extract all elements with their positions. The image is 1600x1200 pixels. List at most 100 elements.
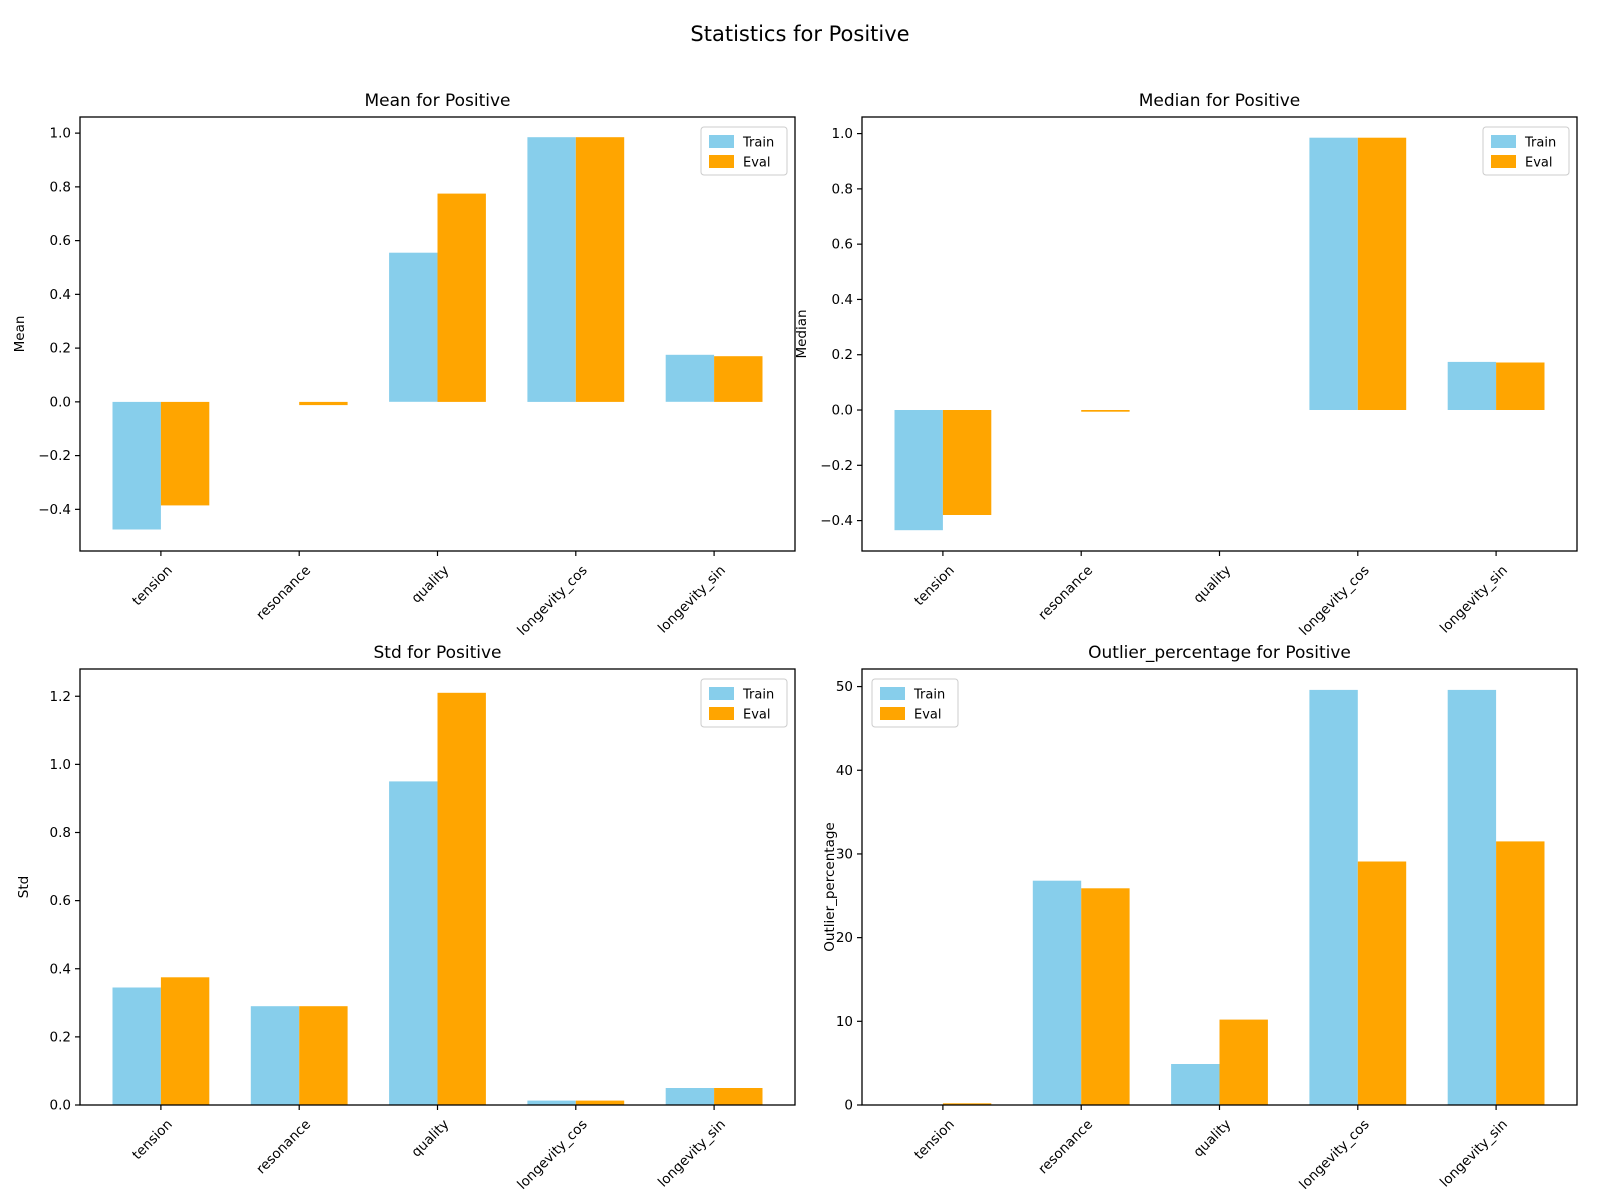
y-tick-label: 0.8 (832, 181, 853, 197)
y-tick-label: 0.0 (50, 1098, 71, 1114)
x-tick-label-tension: tension (911, 1117, 958, 1164)
x-axis-std: tension resonance quality longevity_cos long… (129, 1105, 729, 1193)
bar-median-train-longevity_sin (1447, 361, 1497, 410)
y-tick-label: 0.4 (832, 292, 853, 308)
bar-median-train-tension (894, 410, 943, 531)
y-tick-label: 10 (836, 1014, 853, 1030)
x-tick-label-quality: quality (408, 1117, 452, 1161)
x-tick-label-longevity_sin: longevity_sin (655, 1117, 729, 1191)
bar-outlier_percentage-eval-resonance (1081, 888, 1130, 1105)
bar-mean-eval-longevity_cos (575, 137, 625, 402)
x-tick-label-longevity_cos: longevity_cos (1296, 1117, 1372, 1193)
y-tick-label: 0.0 (50, 394, 71, 410)
bar-std-eval-longevity_sin (714, 1088, 763, 1105)
y-tick-label: 0.2 (832, 347, 853, 363)
bar-mean-train-longevity_cos (527, 137, 576, 402)
legend-outlier_percentage: Train Eval (871, 678, 959, 728)
y-axis-label-outlier_percentage: Outlier_percentage (822, 822, 838, 951)
y-axis-std: 0.0 0.2 0.4 0.6 0.8 1.0 1.2 (50, 689, 80, 1114)
y-tick-label: 1.0 (832, 126, 853, 142)
legend-label-train: Train (742, 136, 774, 151)
y-tick-label: 1.0 (50, 757, 71, 773)
y-axis-median: −0.4 −0.2 0.0 0.2 0.4 0.6 0.8 1.0 (820, 126, 862, 529)
legend-label-eval: Eval (743, 156, 771, 171)
y-tick-label: 0.4 (50, 961, 71, 977)
subplot-std: 0.0 0.2 0.4 0.6 0.8 1.0 1.2 tension resonance qua… (16, 643, 796, 1193)
bar-median-eval-resonance (1081, 410, 1130, 412)
y-tick-label: 1.0 (50, 126, 71, 142)
x-axis-outlier_percentage: tension resonance quality longevity_cos long… (911, 1105, 1511, 1193)
bar-std-eval-tension (160, 977, 210, 1105)
x-tick-label-tension: tension (129, 563, 176, 610)
y-tick-label: 0.6 (50, 893, 71, 909)
bar-median-train-longevity_cos (1309, 137, 1358, 410)
y-axis-label-std: Std (16, 876, 32, 898)
subplot-title-outlier_percentage: Outlier_percentage for Positive (1088, 643, 1351, 663)
x-axis-median: tension resonance quality longevity_cos long… (911, 551, 1511, 639)
y-tick-label: −0.2 (38, 448, 71, 464)
bar-mean-train-quality (389, 252, 438, 402)
subplot-title-std: Std for Positive (374, 643, 502, 663)
x-tick-label-longevity_sin: longevity_sin (1437, 563, 1511, 637)
bar-mean-eval-longevity_sin (714, 356, 763, 402)
x-tick-label-longevity_sin: longevity_sin (1437, 1117, 1511, 1191)
y-tick-label: 0.8 (50, 825, 71, 841)
y-axis-label-mean: Mean (12, 316, 28, 353)
legend-median: Train Eval (1482, 126, 1570, 176)
y-tick-label: −0.4 (38, 502, 71, 518)
bar-outlier_percentage-eval-quality (1219, 1019, 1268, 1105)
bar-outlier_percentage-train-longevity_sin (1447, 689, 1497, 1105)
legend-swatch-eval (709, 707, 734, 720)
bar-std-train-quality (389, 781, 438, 1105)
y-tick-label: 50 (836, 679, 853, 695)
bar-outlier_percentage-train-longevity_cos (1309, 689, 1358, 1105)
x-tick-label-quality: quality (1190, 1117, 1234, 1161)
bar-std-train-resonance (250, 1006, 300, 1105)
bar-std-eval-quality (437, 692, 486, 1105)
bar-mean-train-tension (112, 401, 161, 530)
y-tick-label: −0.2 (820, 458, 853, 474)
y-tick-label: 0.2 (50, 1029, 71, 1045)
x-tick-label-quality: quality (1190, 563, 1234, 607)
bar-outlier_percentage-eval-longevity_cos (1357, 861, 1407, 1105)
y-tick-label: −0.4 (820, 513, 853, 529)
x-tick-label-longevity_cos: longevity_cos (514, 1117, 590, 1193)
subplot-title-median: Median for Positive (1139, 91, 1301, 111)
legend-label-eval: Eval (914, 708, 942, 723)
y-tick-label: 0.2 (50, 341, 71, 357)
y-tick-label: 0.6 (832, 237, 853, 253)
x-tick-label-longevity_sin: longevity_sin (655, 563, 729, 637)
bar-outlier_percentage-eval-longevity_sin (1496, 841, 1545, 1105)
y-tick-label: 0.6 (50, 233, 71, 249)
legend-label-train: Train (1524, 136, 1556, 151)
y-tick-label: 1.2 (50, 689, 71, 705)
x-tick-label-resonance: resonance (253, 1117, 314, 1178)
y-axis-mean: −0.4 −0.2 0.0 0.2 0.4 0.6 0.8 1.0 (38, 126, 80, 518)
y-axis-outlier_percentage: 0 10 20 30 40 50 (836, 679, 862, 1114)
legend-std: Train Eval (700, 678, 788, 728)
bar-median-eval-longevity_sin (1496, 362, 1545, 410)
legend-label-eval: Eval (743, 708, 771, 723)
bar-median-eval-longevity_cos (1357, 137, 1407, 410)
x-tick-label-resonance: resonance (253, 563, 314, 624)
x-tick-label-quality: quality (408, 563, 452, 607)
legend-swatch-train (1491, 135, 1516, 148)
y-tick-label: 40 (836, 763, 853, 779)
y-tick-label: 0.8 (50, 179, 71, 195)
legend-label-train: Train (742, 688, 774, 703)
x-tick-label-resonance: resonance (1035, 1117, 1096, 1178)
legend-swatch-train (880, 687, 905, 700)
bar-median-eval-tension (942, 410, 992, 515)
subplot-outlier_percentage: 0 10 20 30 40 50 tension resonance quality longev… (822, 643, 1578, 1193)
legend-swatch-eval (709, 155, 734, 168)
x-tick-label-tension: tension (129, 1117, 176, 1164)
y-tick-label: 0.4 (50, 287, 71, 303)
bar-mean-train-longevity_sin (665, 354, 715, 402)
y-tick-label: 20 (836, 930, 853, 946)
bar-outlier_percentage-train-resonance (1032, 880, 1082, 1105)
legend-label-eval: Eval (1525, 156, 1553, 171)
subplot-mean: −0.4 −0.2 0.0 0.2 0.4 0.6 0.8 1.0 tension resonan… (12, 91, 796, 639)
bar-std-train-longevity_cos (527, 1100, 576, 1105)
